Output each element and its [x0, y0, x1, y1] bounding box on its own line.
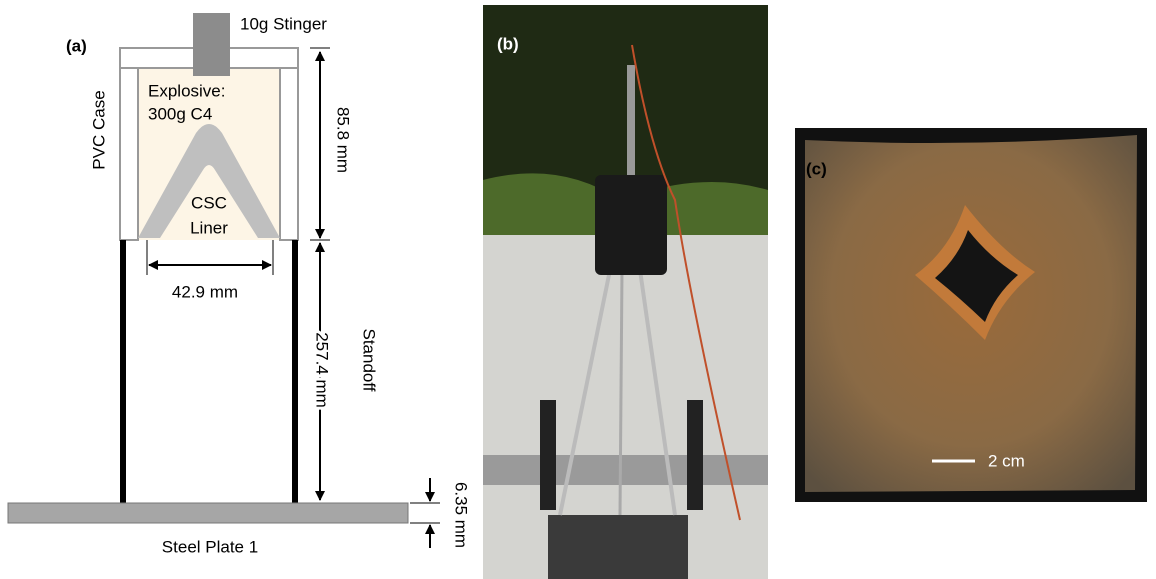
scale-label: 2 cm [988, 451, 1025, 470]
stinger-label: 10g Stinger [240, 14, 327, 33]
dimension-label: 42.9 mm [172, 282, 238, 301]
steel-plate [8, 503, 408, 523]
panel-label: (a) [66, 36, 87, 55]
panel-label: (b) [497, 34, 519, 53]
panel-b: (b) [483, 5, 768, 579]
device [595, 175, 667, 275]
clamp-bar [483, 455, 768, 485]
explosive-label: Explosive: [148, 81, 225, 100]
stinger-rod [627, 65, 635, 175]
explosive-label: 300g C4 [148, 104, 212, 123]
clamp [540, 400, 556, 510]
panel-c: 2 cm (c) [795, 128, 1147, 502]
clamp [687, 400, 703, 510]
stinger [193, 13, 230, 76]
plate-label: Steel Plate 1 [162, 537, 258, 556]
panel-label: (c) [806, 159, 827, 178]
dimension-label: 257.4 mm [313, 332, 332, 408]
figure: (a) 10g Stinger Explosive: 300g C4 CSC L… [0, 0, 1156, 579]
liner-label: Liner [190, 218, 228, 237]
dimension-label: 85.8 mm [334, 107, 353, 173]
leg [620, 270, 622, 515]
panel-a: (a) 10g Stinger Explosive: 300g C4 CSC L… [8, 13, 471, 556]
case-wall [280, 68, 298, 240]
case-wall [120, 68, 138, 240]
case-label: PVC Case [89, 90, 108, 169]
dimension-label: 6.35 mm [452, 482, 471, 548]
standoff-label: Standoff [360, 328, 379, 391]
plate-stack [548, 515, 688, 579]
liner-label: CSC [191, 193, 227, 212]
